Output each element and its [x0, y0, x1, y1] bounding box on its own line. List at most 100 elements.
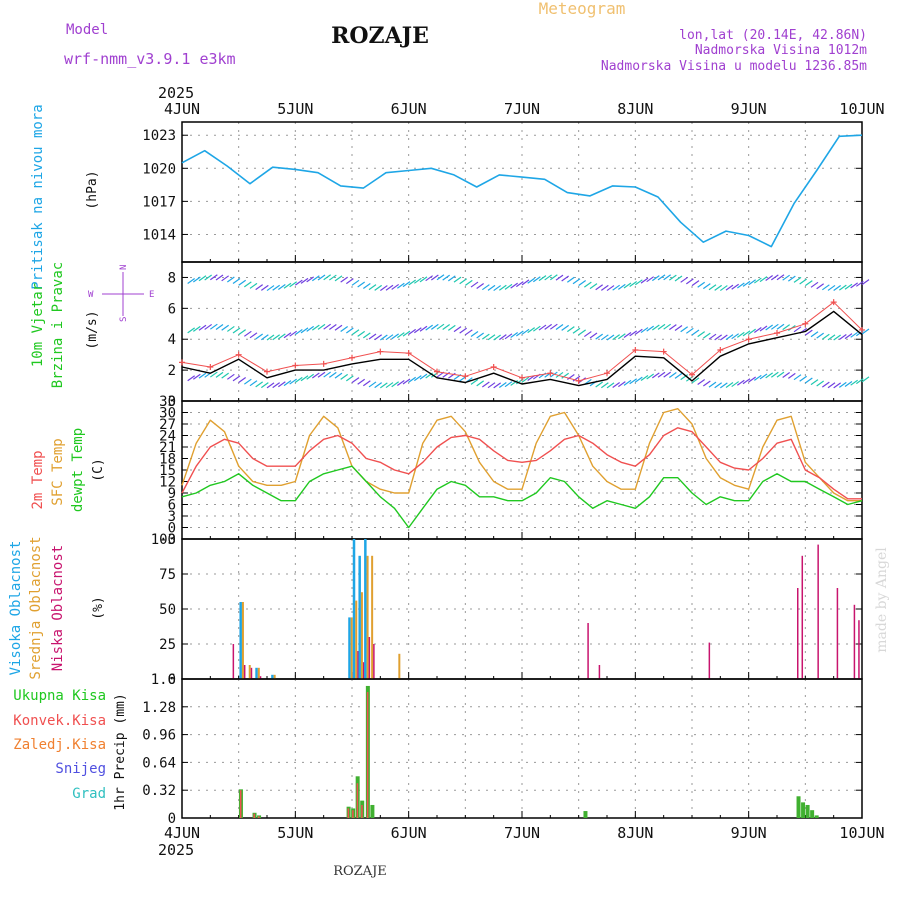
x-tick-label-top: 9JUN — [731, 100, 767, 118]
wind-arrow — [634, 328, 643, 335]
legend-west: W — [88, 290, 94, 300]
wind-arrow — [374, 382, 383, 389]
wind-arrow — [306, 276, 315, 283]
wind-arrow — [243, 281, 252, 288]
wind-arrow — [487, 382, 496, 389]
wind-arrow — [340, 326, 349, 333]
wind-arrow — [600, 284, 609, 291]
wind-arrow — [402, 330, 411, 337]
wind-arrow — [481, 333, 490, 340]
pressure-title: Pritisak na nivou mora — [30, 104, 46, 289]
wind-arrow — [685, 327, 694, 334]
credit: made by Angel — [874, 547, 890, 653]
low-cloud-bar — [259, 676, 262, 679]
wind-arrow — [572, 278, 581, 285]
wind-arrow — [674, 372, 683, 379]
wind-arrow — [623, 331, 632, 338]
wind-arrow — [725, 334, 734, 341]
wind-arrow — [538, 324, 547, 331]
wind-arrow — [504, 381, 513, 388]
high-cloud-bar — [364, 539, 367, 679]
wind-arrow — [629, 330, 638, 337]
wind-arrow — [521, 279, 530, 286]
wind-arrow — [283, 380, 292, 387]
footer-station: ROZAJE — [333, 864, 387, 879]
wind-arrow — [816, 332, 825, 339]
wind-arrow — [243, 330, 252, 337]
wind-arrow — [702, 283, 711, 290]
wind-arrow — [595, 284, 604, 291]
wind-arrow — [731, 381, 740, 388]
wind-arrow — [725, 381, 734, 388]
wind-arrow — [464, 329, 473, 336]
y-tick-label: 33 — [159, 394, 176, 410]
y-tick-label: 1023 — [142, 128, 176, 144]
wind-arrow — [629, 378, 638, 385]
wind-arrow — [657, 371, 666, 378]
wind-arrow — [759, 325, 768, 332]
y-tick-label: 6 — [168, 301, 176, 317]
wind-arrow — [521, 376, 530, 383]
wind-arrow — [272, 334, 281, 341]
wind-arrow — [748, 328, 757, 335]
high-cloud-bar — [255, 667, 258, 679]
mid-cloud-bar — [248, 665, 251, 679]
wind-arrow — [255, 333, 264, 340]
year-top: 2025 — [158, 84, 194, 102]
wind-arrow — [232, 327, 241, 334]
wind-arrow — [742, 330, 751, 337]
wind-arrow — [374, 334, 383, 341]
y-tick-label: 9 — [168, 486, 176, 502]
wind-arrow — [481, 381, 490, 388]
wind-arrow — [311, 372, 320, 379]
wind-arrow — [221, 324, 230, 331]
wind-arrow — [487, 284, 496, 291]
wind-arrow — [334, 275, 343, 282]
wind-arrow — [595, 381, 604, 388]
low-cloud-bar — [801, 555, 804, 679]
precip-total-bar — [370, 804, 375, 818]
mid-cloud-bar — [360, 592, 363, 679]
wind-arrow — [606, 285, 615, 292]
wind-arrow — [340, 276, 349, 283]
precip-total-bar — [796, 796, 801, 818]
wind-arrow — [804, 329, 813, 336]
wind-arrow — [249, 282, 258, 289]
wind-arrow — [668, 274, 677, 281]
wind-arrow — [833, 285, 842, 292]
wind-arrow — [731, 333, 740, 340]
wind-arrow — [561, 275, 570, 282]
wind-arrow — [555, 371, 564, 378]
wind-arrow — [844, 333, 853, 340]
wind-arrow — [379, 382, 388, 389]
wind-arrow — [742, 378, 751, 385]
wind-arrow — [238, 279, 247, 286]
wind-arrow — [674, 324, 683, 331]
wind-arrow — [187, 327, 196, 334]
coords: lon,lat (20.14E, 42.86N) — [679, 28, 867, 43]
wind-arrow — [277, 333, 286, 340]
y-tick-label: 2 — [168, 363, 176, 379]
wind-arrow — [357, 378, 366, 385]
y-tick-label: 50 — [159, 602, 176, 618]
wind-arrow — [759, 276, 768, 283]
wind-arrow — [838, 381, 847, 388]
wind-arrow — [515, 330, 524, 337]
wind-arrow — [272, 382, 281, 389]
wind-arrow — [793, 276, 802, 283]
x-tick-label-bottom: 9JUN — [731, 824, 767, 842]
y-tick-label: 12 — [159, 475, 176, 491]
wind-arrow — [226, 373, 235, 380]
wind-arrow — [204, 274, 213, 281]
wind-arrow — [470, 281, 479, 288]
wind-arrow — [187, 375, 196, 382]
wind-arrow — [861, 279, 870, 286]
x-axis-bottom: 4JUN 5JUN 6JUN 7JUN 8JUN 9JUN 10JUN — [164, 824, 885, 842]
precip-conv-bar — [361, 804, 363, 818]
wind-arrow — [221, 275, 230, 282]
wind-arrow — [799, 278, 808, 285]
wind-arrow — [708, 381, 717, 388]
wind-arrow — [844, 381, 853, 387]
wind-arrow — [838, 284, 847, 291]
wind-arrow — [221, 372, 230, 379]
